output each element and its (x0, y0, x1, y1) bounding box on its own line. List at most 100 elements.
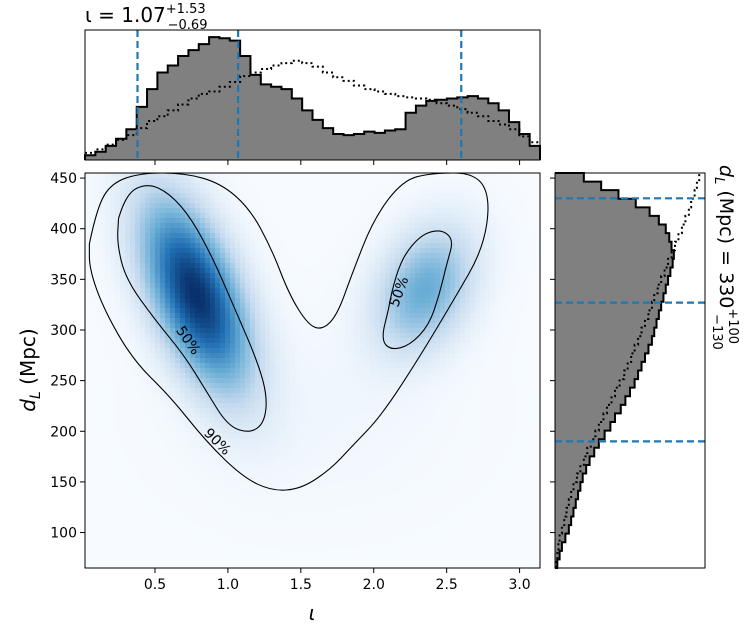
heat-cell (270, 483, 276, 489)
heat-cell (105, 308, 111, 314)
heat-cell (130, 383, 136, 389)
heat-cell (195, 223, 201, 229)
heat-cell (370, 348, 376, 354)
heat-cell (320, 183, 326, 189)
heat-cell (130, 388, 136, 394)
heat-cell (145, 473, 151, 479)
heat-cell (205, 423, 211, 429)
heat-cell (150, 333, 156, 339)
heat-cell (345, 298, 351, 304)
heat-cell (175, 388, 181, 394)
heat-cell (265, 188, 271, 194)
heat-cell (380, 233, 386, 239)
heat-cell (200, 533, 206, 539)
heat-cell (280, 213, 286, 219)
heat-cell (380, 433, 386, 439)
heat-cell (280, 288, 286, 294)
heat-cell (370, 173, 376, 179)
heat-cell (345, 473, 351, 479)
heat-cell (245, 293, 251, 299)
heat-cell (85, 513, 91, 519)
heat-cell (175, 458, 181, 464)
heat-cell (320, 273, 326, 279)
heat-cell (320, 253, 326, 259)
heat-cell (140, 228, 146, 234)
heat-cell (375, 408, 381, 414)
heat-cell (240, 558, 246, 564)
heat-cell (190, 468, 196, 474)
heat-cell (360, 303, 366, 309)
heat-cell (115, 393, 121, 399)
heat-cell (315, 543, 321, 549)
heat-cell (110, 518, 116, 524)
heat-cell (190, 448, 196, 454)
heat-cell (210, 563, 216, 569)
heat-cell (220, 508, 226, 514)
heat-cell (105, 278, 111, 284)
heat-cell (290, 428, 296, 434)
heat-cell (245, 263, 251, 269)
heat-cell (345, 188, 351, 194)
heat-cell (200, 343, 206, 349)
heat-cell (125, 178, 131, 184)
heat-cell (185, 278, 191, 284)
heat-cell (155, 393, 161, 399)
heat-cell (385, 468, 391, 474)
heat-cell (105, 473, 111, 479)
heat-cell (375, 198, 381, 204)
heat-cell (205, 338, 211, 344)
heat-cell (285, 318, 291, 324)
heat-cell (110, 363, 116, 369)
heat-cell (155, 373, 161, 379)
heat-cell (390, 223, 396, 229)
heat-cell (245, 483, 251, 489)
heat-cell (310, 318, 316, 324)
heat-cell (205, 203, 211, 209)
heat-cell (360, 513, 366, 519)
heat-cell (160, 208, 166, 214)
heat-cell (105, 448, 111, 454)
heat-cell (275, 258, 281, 264)
heat-cell (230, 408, 236, 414)
heat-cell (215, 208, 221, 214)
heat-cell (280, 513, 286, 519)
heat-cell (380, 463, 386, 469)
heat-cell (185, 473, 191, 479)
heat-cell (225, 268, 231, 274)
heat-cell (355, 238, 361, 244)
heat-cell (160, 358, 166, 364)
heat-cell (140, 408, 146, 414)
heat-cell (365, 493, 371, 499)
heat-cell (150, 218, 156, 224)
heat-cell (360, 293, 366, 299)
heat-cell (330, 173, 336, 179)
heat-cell (395, 273, 401, 279)
heat-cell (365, 273, 371, 279)
heat-cell (295, 378, 301, 384)
heat-cell (375, 368, 381, 374)
heat-cell (385, 448, 391, 454)
heat-cell (185, 508, 191, 514)
heat-cell (330, 263, 336, 269)
heat-cell (225, 233, 231, 239)
heat-cell (330, 438, 336, 444)
heat-cell (165, 388, 171, 394)
heat-cell (210, 503, 216, 509)
heat-cell (95, 248, 101, 254)
heat-cell (330, 363, 336, 369)
heat-cell (300, 233, 306, 239)
heat-cell (330, 178, 336, 184)
heat-cell (225, 383, 231, 389)
heat-cell (140, 178, 146, 184)
heat-cell (115, 443, 121, 449)
heat-cell (145, 448, 151, 454)
heat-cell (255, 238, 261, 244)
heat-cell (340, 443, 346, 449)
heat-cell (375, 253, 381, 259)
heat-cell (225, 563, 231, 569)
heat-cell (130, 313, 136, 319)
heat-cell (190, 218, 196, 224)
heat-cell (110, 508, 116, 514)
heat-cell (330, 508, 336, 514)
heat-cell (205, 493, 211, 499)
